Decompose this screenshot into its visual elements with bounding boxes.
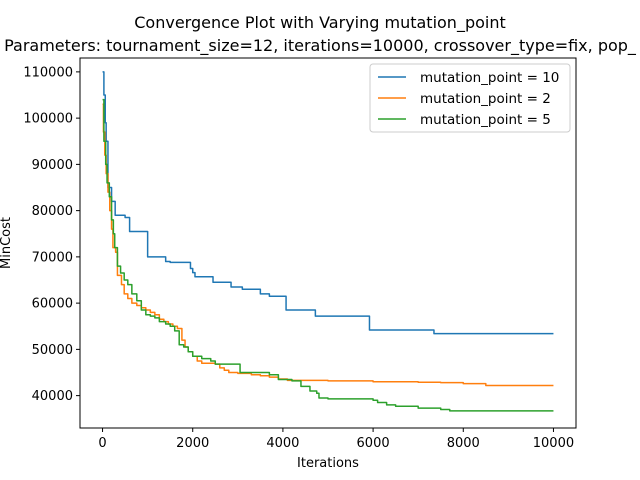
x-tick-label: 10000	[533, 436, 574, 451]
y-tick-label: 40000	[32, 389, 73, 404]
y-tick-label: 100000	[23, 112, 73, 127]
x-axis: 0 2000 4000 6000 8000 10000	[98, 428, 574, 451]
x-tick-label: 2000	[176, 436, 209, 451]
x-tick-label: 8000	[447, 436, 480, 451]
series-layer	[102, 71, 554, 412]
series-line-3	[102, 98, 554, 412]
chart-title: Convergence Plot with Varying mutation_p…	[134, 13, 506, 33]
y-tick-label: 80000	[32, 204, 73, 219]
x-tick-label: 0	[98, 436, 106, 451]
x-tick-label: 4000	[266, 436, 299, 451]
y-axis: 40000 50000 60000 70000 80000 90000 100000 1100…	[23, 65, 80, 404]
y-tick-label: 110000	[23, 65, 73, 80]
y-axis-label: MinCost	[0, 217, 14, 269]
legend-label: mutation_point = 5	[420, 112, 551, 128]
y-tick-label: 50000	[32, 343, 73, 358]
x-axis-label: Iterations	[297, 456, 359, 471]
legend: mutation_point = 10 mutation_point = 2 mut…	[369, 63, 571, 133]
plot-frame	[79, 57, 577, 429]
legend-label: mutation_point = 10	[420, 70, 559, 86]
legend-box	[369, 63, 571, 133]
y-tick-label: 70000	[32, 250, 73, 265]
legend-label: mutation_point = 2	[420, 91, 551, 107]
x-tick-label: 6000	[357, 436, 390, 451]
chart-subtitle: Parameters: tournament_size=12, iteratio…	[4, 36, 637, 56]
y-tick-label: 90000	[32, 158, 73, 173]
y-tick-label: 60000	[32, 297, 73, 312]
